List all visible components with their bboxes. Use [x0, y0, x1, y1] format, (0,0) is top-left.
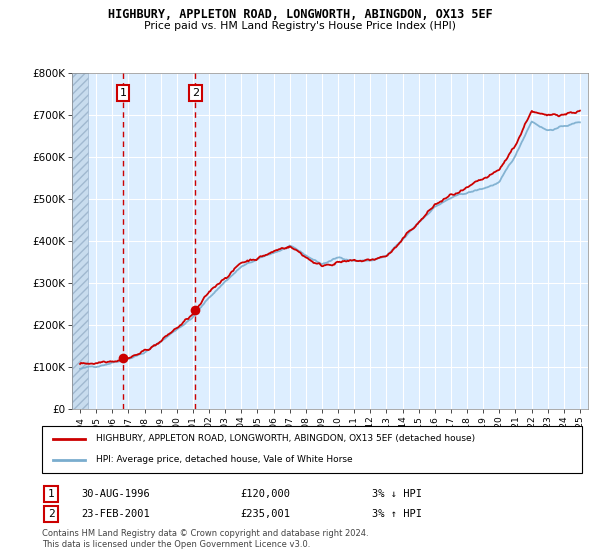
Text: HPI: Average price, detached house, Vale of White Horse: HPI: Average price, detached house, Vale… [96, 455, 353, 464]
Text: 30-AUG-1996: 30-AUG-1996 [81, 489, 150, 499]
Text: HIGHBURY, APPLETON ROAD, LONGWORTH, ABINGDON, OX13 5EF: HIGHBURY, APPLETON ROAD, LONGWORTH, ABIN… [107, 8, 493, 21]
Text: HIGHBURY, APPLETON ROAD, LONGWORTH, ABINGDON, OX13 5EF (detached house): HIGHBURY, APPLETON ROAD, LONGWORTH, ABIN… [96, 435, 475, 444]
Text: 2: 2 [47, 509, 55, 519]
Text: £235,001: £235,001 [240, 509, 290, 519]
Text: 3% ↓ HPI: 3% ↓ HPI [372, 489, 422, 499]
Text: Price paid vs. HM Land Registry's House Price Index (HPI): Price paid vs. HM Land Registry's House … [144, 21, 456, 31]
Text: 3% ↑ HPI: 3% ↑ HPI [372, 509, 422, 519]
Text: 2: 2 [192, 88, 199, 98]
Text: 1: 1 [47, 489, 55, 499]
Text: 23-FEB-2001: 23-FEB-2001 [81, 509, 150, 519]
Text: Contains HM Land Registry data © Crown copyright and database right 2024.
This d: Contains HM Land Registry data © Crown c… [42, 529, 368, 549]
Text: 1: 1 [119, 88, 127, 98]
Text: £120,000: £120,000 [240, 489, 290, 499]
FancyBboxPatch shape [42, 426, 582, 473]
Bar [72, 73, 88, 409]
